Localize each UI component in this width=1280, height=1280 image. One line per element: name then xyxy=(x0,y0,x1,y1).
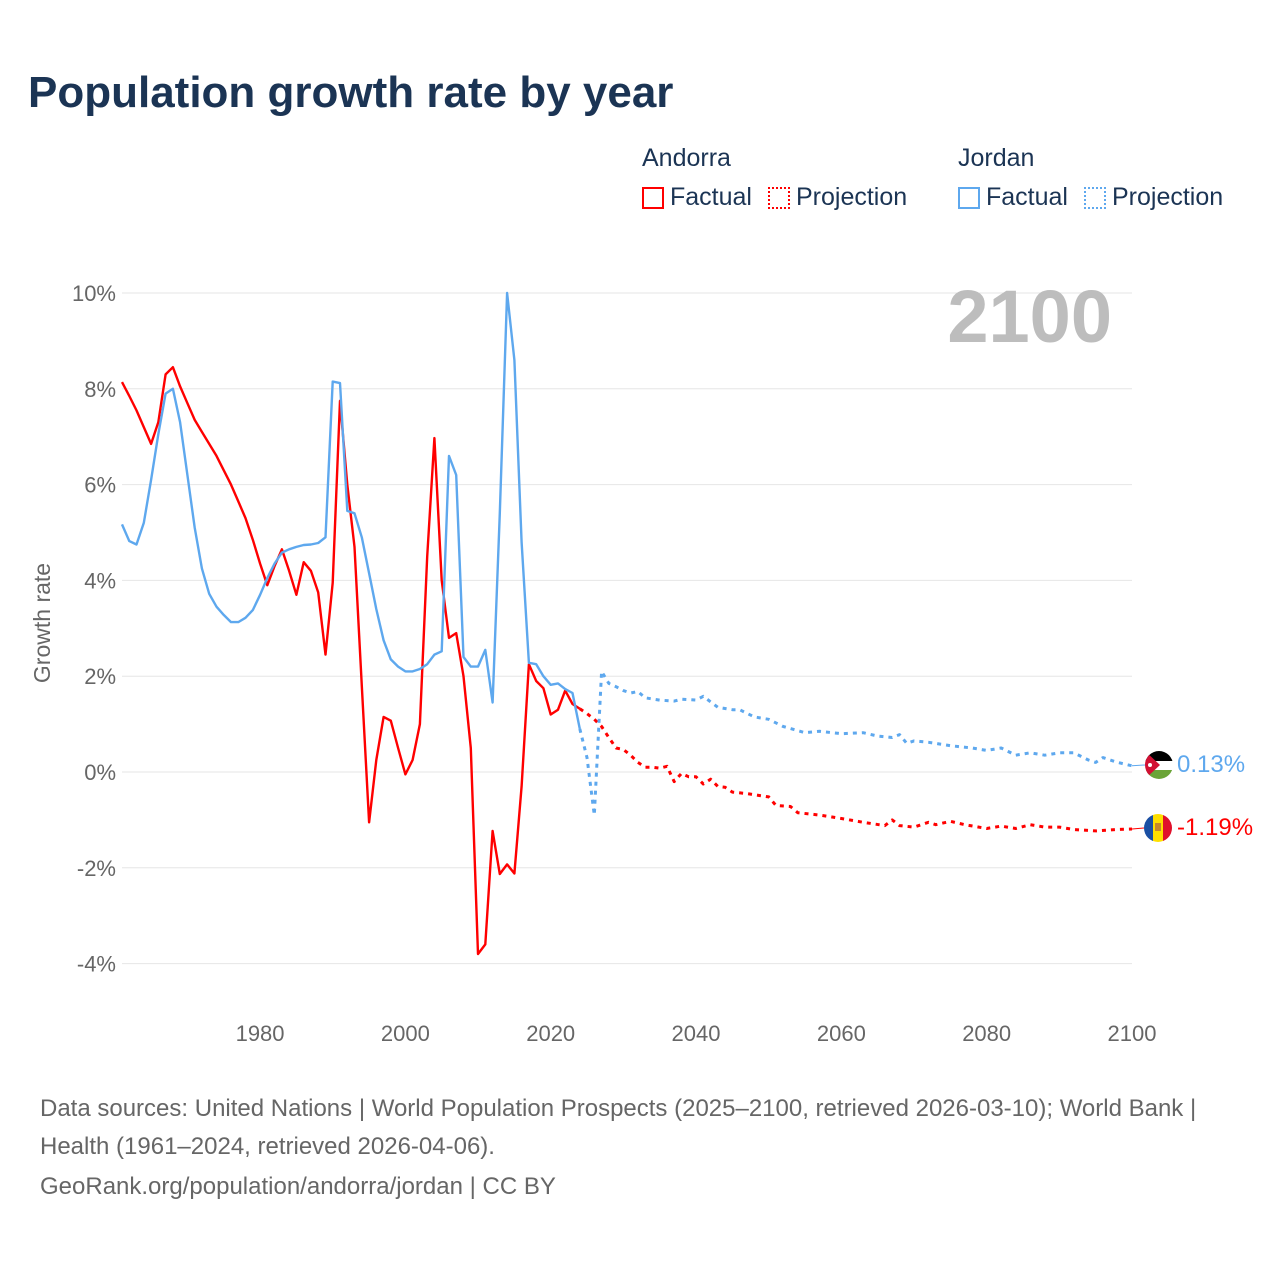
series-line-jordan-factual xyxy=(120,291,581,730)
year-watermark: 2100 xyxy=(947,275,1112,358)
series-line-andorra-factual xyxy=(120,366,581,956)
legend-andorra-factual[interactable]: Factual xyxy=(642,183,752,212)
x-tick-label: 2080 xyxy=(962,1021,1011,1046)
legend-andorra-projection[interactable]: Projection xyxy=(767,183,908,212)
legend-label: Projection xyxy=(795,183,908,211)
x-tick-label: 1980 xyxy=(236,1021,285,1046)
andorra-flag-icon xyxy=(1144,814,1172,842)
legend-andorra: Andorra Factual Projection xyxy=(642,144,907,212)
legend-jordan-name: Jordan xyxy=(958,144,1035,172)
legend-label: Factual xyxy=(670,183,752,211)
jordan-connector xyxy=(1131,764,1146,767)
jordan-flag-icon xyxy=(1145,751,1173,779)
y-tick-label: 0% xyxy=(84,760,116,785)
y-axis-label: Growth rate xyxy=(29,563,55,683)
jordan-end-label: 0.13% xyxy=(1177,751,1245,778)
andorra-connector xyxy=(1131,827,1145,830)
y-tick-label: 8% xyxy=(84,377,116,402)
sources-link[interactable]: GeoRank.org/population/andorra/jordan | … xyxy=(40,1173,556,1200)
legend-label: Projection xyxy=(1111,183,1224,211)
andorra-end-label: -1.19% xyxy=(1177,814,1253,841)
y-tick-label: 4% xyxy=(84,568,116,593)
x-tick-label: 2020 xyxy=(526,1021,575,1046)
sources-text: Data sources: United Nations | World Pop… xyxy=(40,1095,1197,1160)
legend-label: Factual xyxy=(986,183,1068,211)
legend-jordan-factual[interactable]: Factual xyxy=(958,183,1068,212)
y-tick-label: 6% xyxy=(84,473,116,498)
chart-title: Population growth rate by year xyxy=(28,68,674,117)
legend-jordan-projection[interactable]: Projection xyxy=(1083,183,1224,212)
y-tick-label: 2% xyxy=(84,664,116,689)
data-sources: Data sources: United Nations | World Pop… xyxy=(40,1090,1240,1206)
y-tick-label: -2% xyxy=(77,856,116,881)
x-tick-label: 2040 xyxy=(672,1021,721,1046)
y-tick-label: 10% xyxy=(72,281,116,306)
series-line-jordan-projection xyxy=(578,669,1133,817)
legend-andorra-name: Andorra xyxy=(642,144,731,172)
series-line-andorra-projection xyxy=(578,707,1133,833)
legend-jordan: Jordan Factual Projection xyxy=(958,144,1223,212)
x-tick-label: 2000 xyxy=(381,1021,430,1046)
y-tick-label: -4% xyxy=(77,952,116,977)
x-tick-label: 2060 xyxy=(817,1021,866,1046)
x-tick-label: 2100 xyxy=(1108,1021,1157,1046)
